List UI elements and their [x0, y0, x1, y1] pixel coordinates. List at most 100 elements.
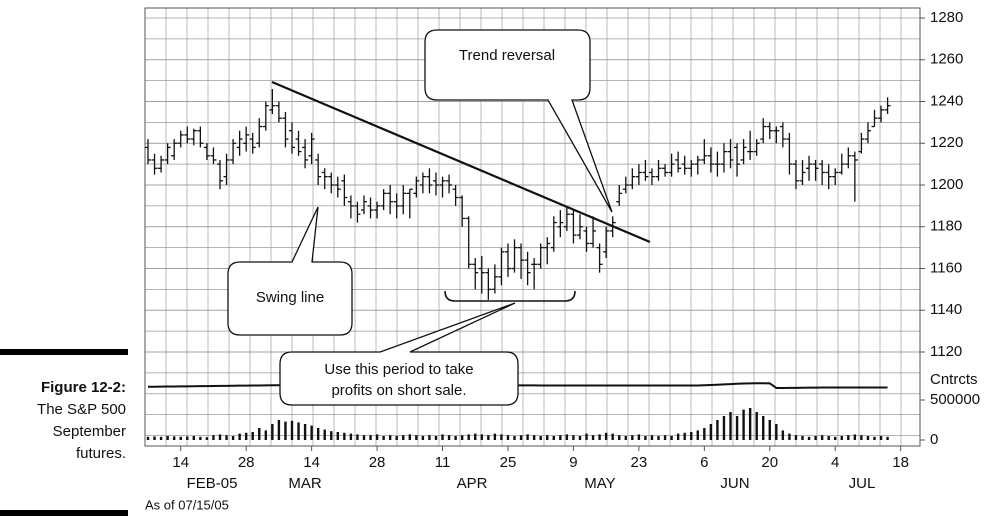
- volume-bar: [853, 434, 857, 440]
- volume-bar: [264, 430, 268, 440]
- volume-bar: [814, 436, 817, 440]
- volume-bar: [546, 435, 549, 440]
- callout-period: [279, 302, 519, 406]
- volume-bar: [303, 424, 307, 440]
- caption-line: futures.: [76, 445, 126, 462]
- volume-bar: [860, 435, 863, 440]
- y-tick-label: 1180: [930, 218, 962, 235]
- volume-bar: [637, 434, 641, 440]
- volume-bar: [866, 436, 870, 440]
- volume-bar: [159, 436, 163, 440]
- volume-bar: [467, 434, 470, 440]
- x-tick-label: 20: [761, 454, 778, 471]
- volume-bar: [343, 432, 346, 440]
- volume-bar: [578, 436, 582, 440]
- volume-bar: [807, 436, 811, 440]
- volume-bar: [244, 432, 248, 440]
- volume-bar: [532, 435, 536, 440]
- y-tick-label: 1160: [930, 259, 962, 276]
- volume-bar: [388, 435, 392, 440]
- volume-bar: [231, 436, 235, 440]
- volume-bar: [506, 435, 510, 440]
- month-label: MAR: [288, 475, 322, 492]
- x-tick-label: 14: [172, 454, 189, 471]
- y-tick-label: 1260: [930, 51, 963, 68]
- volume-bar: [487, 435, 490, 440]
- as-of: As of 07/15/05: [145, 497, 229, 512]
- volume-bar: [395, 436, 398, 440]
- x-tick-label: 9: [569, 454, 577, 471]
- volume-bar: [873, 436, 876, 440]
- volume-bar: [205, 437, 209, 440]
- x-tick-label: 4: [831, 454, 839, 471]
- volume-bar: [735, 416, 739, 440]
- y-tick-label: 1220: [930, 134, 963, 151]
- volume-bar: [670, 436, 673, 440]
- volume-bar: [794, 435, 798, 440]
- volume-bar: [676, 433, 680, 440]
- volume-bar: [402, 435, 405, 440]
- month-label: FEB-05: [187, 475, 238, 492]
- callout-swing: [227, 206, 353, 336]
- x-tick-label: 6: [700, 454, 708, 471]
- volume-bar: [703, 428, 706, 440]
- volume-bar: [441, 434, 444, 440]
- volume-bar: [330, 431, 333, 440]
- volume-bar: [271, 424, 274, 440]
- month-label: APR: [457, 475, 488, 492]
- volume-bar: [840, 436, 843, 440]
- volume-bar: [683, 432, 686, 440]
- volume-bar: [598, 434, 601, 440]
- volume-bar: [238, 433, 241, 440]
- volume-bar: [186, 436, 189, 440]
- volume-bar: [199, 436, 202, 440]
- y-tick-label: 1140: [930, 301, 962, 318]
- volume-bar: [722, 416, 726, 440]
- volume-bar: [820, 435, 824, 440]
- callout-text: Trend reversal: [459, 47, 555, 64]
- volume-bar: [500, 434, 503, 440]
- volume-bar: [258, 428, 261, 440]
- volume-bar: [657, 436, 660, 440]
- volume-bar: [316, 428, 320, 440]
- volume-bar: [650, 435, 654, 440]
- volume-bar: [474, 433, 477, 440]
- volume-bar: [696, 430, 699, 440]
- volume-bar: [480, 434, 483, 440]
- month-label: JUN: [720, 475, 749, 492]
- trend-line: [271, 80, 651, 244]
- volume-bar: [716, 420, 719, 440]
- volume-bar: [788, 433, 791, 440]
- volume-bar: [618, 435, 621, 440]
- caption-label: Figure 12-2:: [41, 379, 126, 396]
- x-tick-label: 18: [892, 454, 909, 471]
- volume-bar: [172, 436, 176, 440]
- volume-bar: [644, 436, 647, 440]
- volume-bar: [375, 434, 379, 440]
- caption-rule: [0, 349, 128, 355]
- callout-trend: [424, 29, 613, 213]
- volume-bar: [539, 436, 542, 440]
- volume-bar: [218, 434, 222, 440]
- volume-bar: [415, 435, 418, 440]
- volume-bar: [624, 436, 627, 440]
- volume-bar: [310, 425, 313, 440]
- volume-bar: [742, 409, 745, 440]
- volume-bar: [153, 436, 156, 440]
- volume-bar: [369, 435, 372, 440]
- volume-bar: [631, 435, 634, 440]
- volume-bar: [604, 432, 608, 440]
- volume-bar: [748, 408, 752, 440]
- volume-bar: [755, 412, 758, 440]
- caption-line: The S&P 500: [37, 401, 126, 418]
- volume-bar: [513, 436, 516, 440]
- volume-bar: [591, 435, 595, 440]
- volume-bar: [290, 420, 294, 440]
- month-label: MAY: [584, 475, 615, 492]
- volume-bar: [421, 436, 425, 440]
- x-tick-label: 11: [435, 454, 451, 471]
- volume-bar: [827, 436, 830, 440]
- caption-rule: [0, 510, 128, 516]
- month-label: JUL: [849, 475, 876, 492]
- volume-bar: [251, 432, 254, 440]
